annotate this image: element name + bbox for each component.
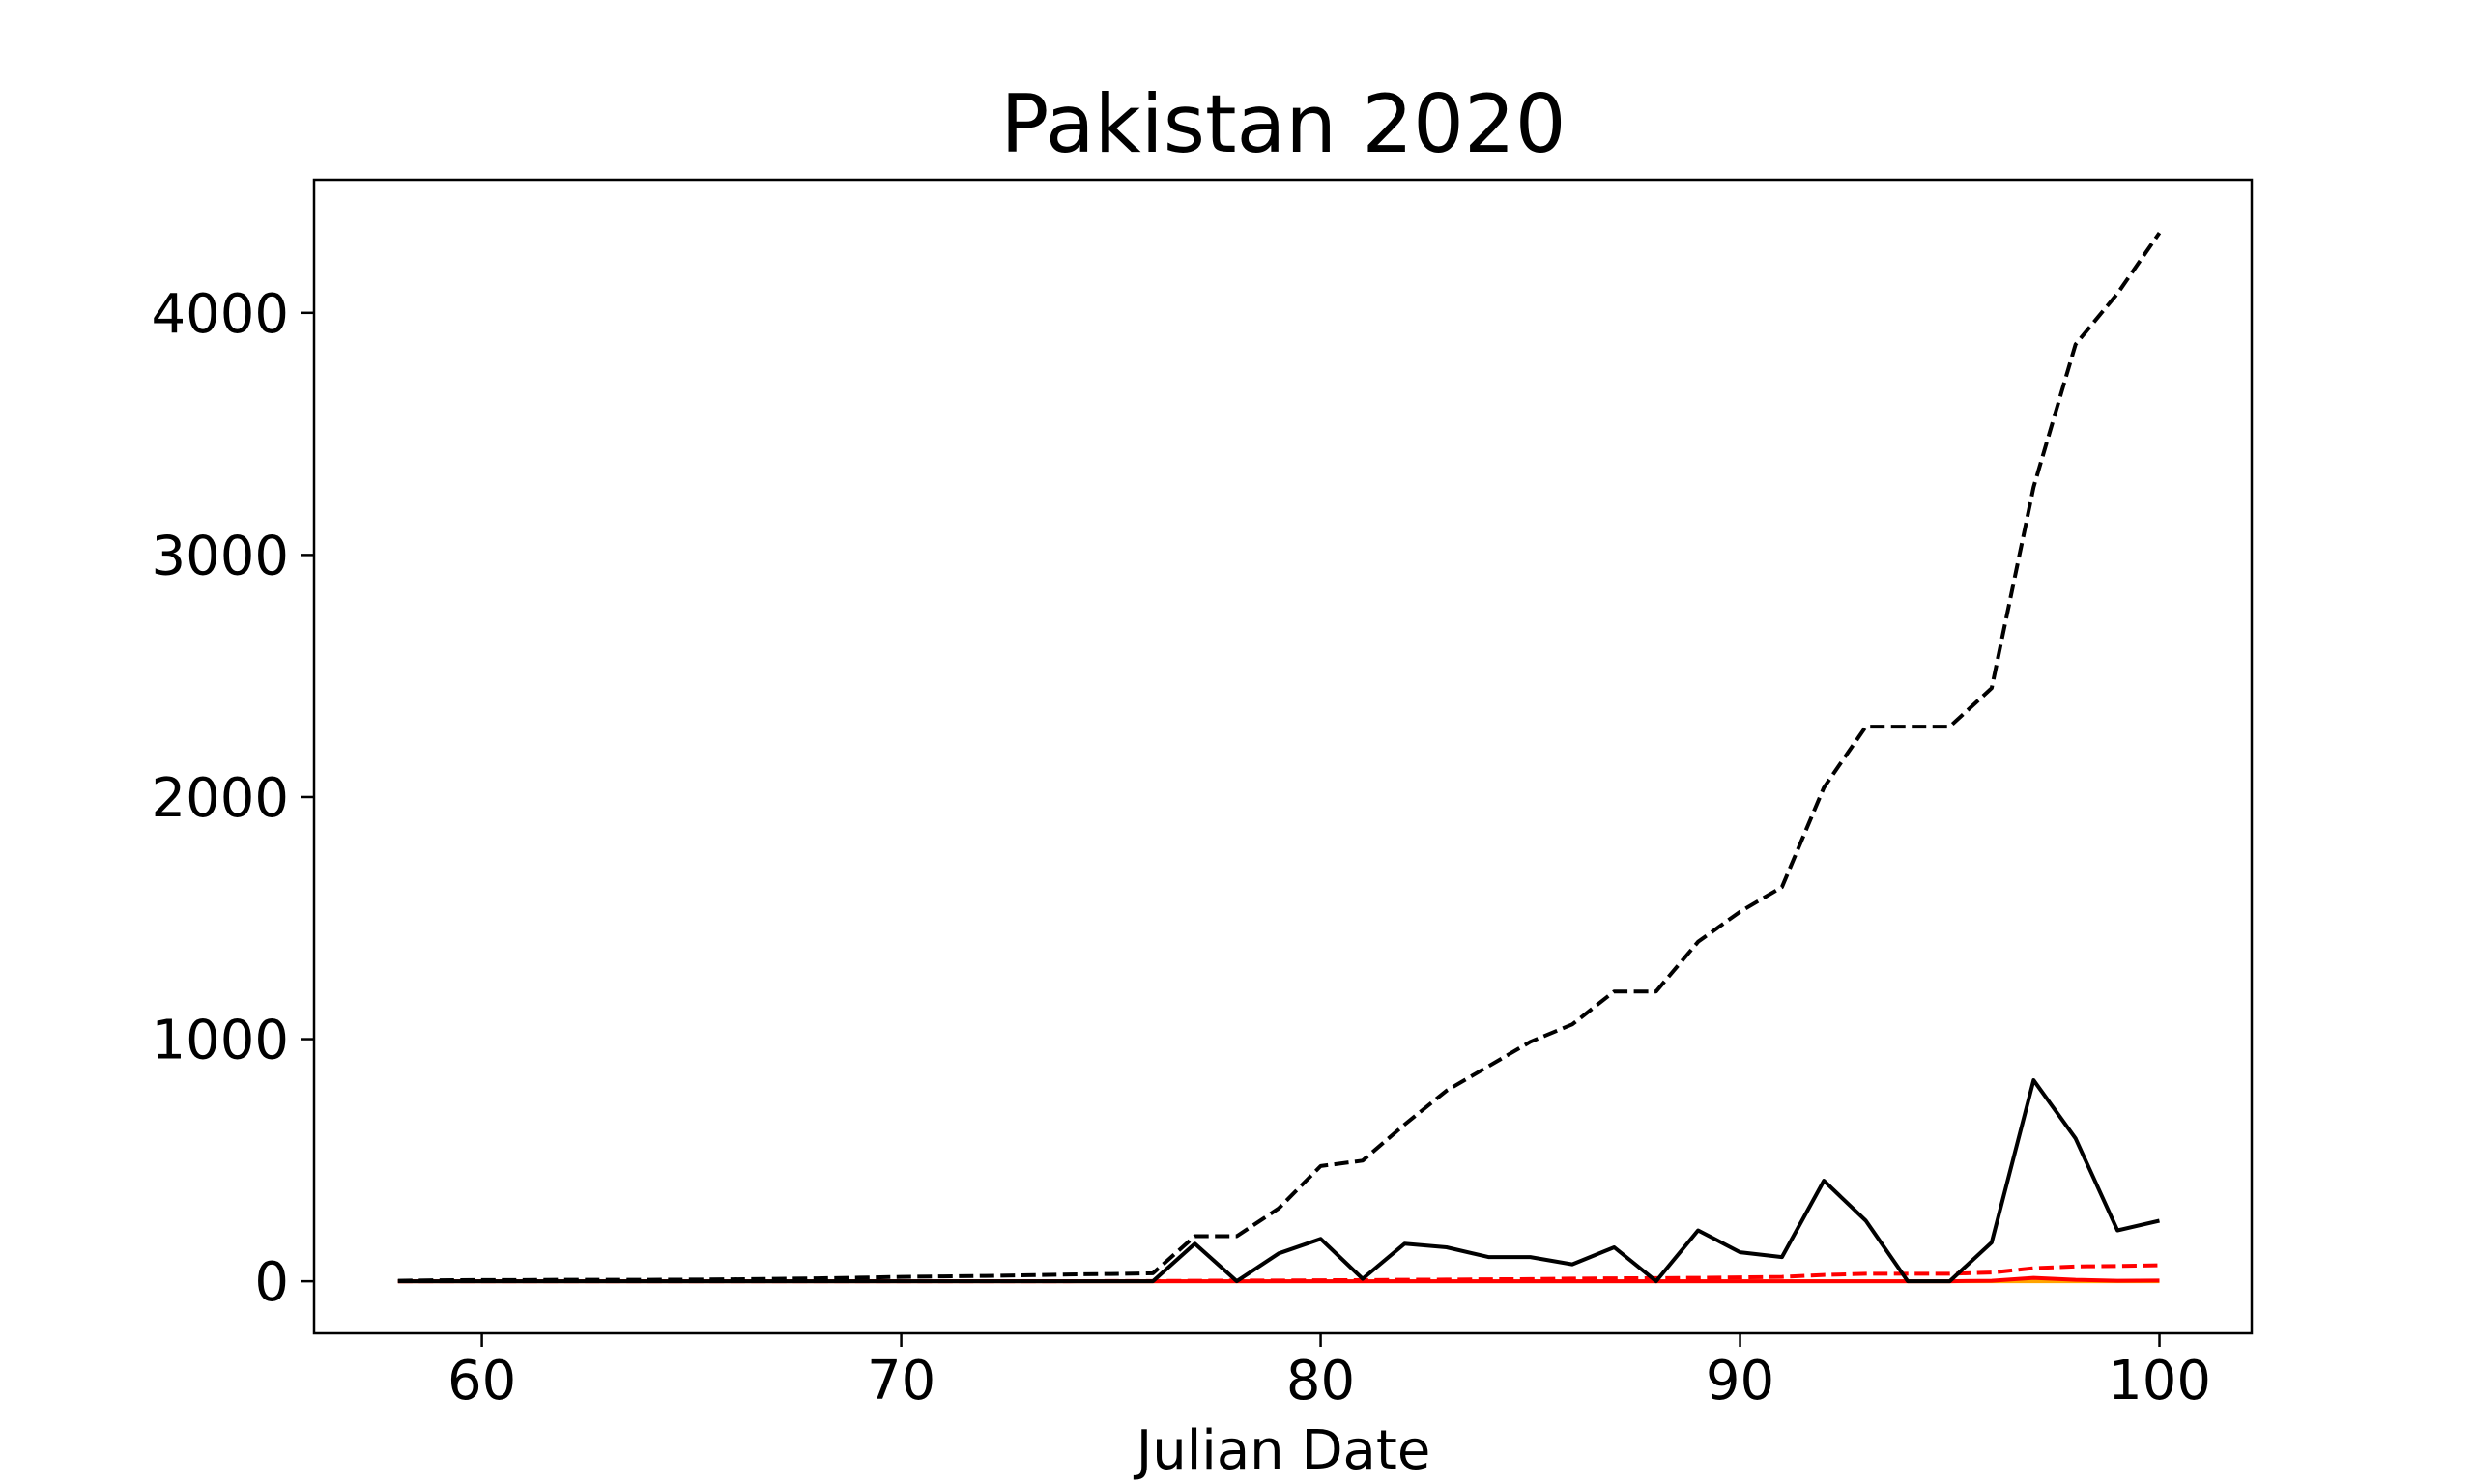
plot-area-frame bbox=[312, 178, 2254, 1335]
x-tick-label: 100 bbox=[2108, 1350, 2211, 1413]
series-layer bbox=[397, 231, 2162, 1284]
x-tick-label: 70 bbox=[867, 1350, 935, 1413]
x-axis-label: Julian Date bbox=[1134, 1419, 1431, 1482]
x-tick-label: 80 bbox=[1286, 1350, 1355, 1413]
chart-title: Pakistan 2020 bbox=[1000, 77, 1566, 171]
y-tick-label: 4000 bbox=[151, 283, 289, 346]
y-tick-label: 0 bbox=[254, 1251, 289, 1314]
series-line-1 bbox=[397, 231, 2162, 1283]
series-line-2 bbox=[397, 1078, 2160, 1284]
y-tick-label: 2000 bbox=[151, 767, 289, 830]
x-tick-label: 90 bbox=[1706, 1350, 1774, 1413]
x-tick-label: 60 bbox=[447, 1350, 516, 1413]
y-tick-label: 1000 bbox=[151, 1010, 289, 1072]
series-line-3 bbox=[397, 1263, 2160, 1284]
y-tick-label: 3000 bbox=[151, 525, 289, 587]
